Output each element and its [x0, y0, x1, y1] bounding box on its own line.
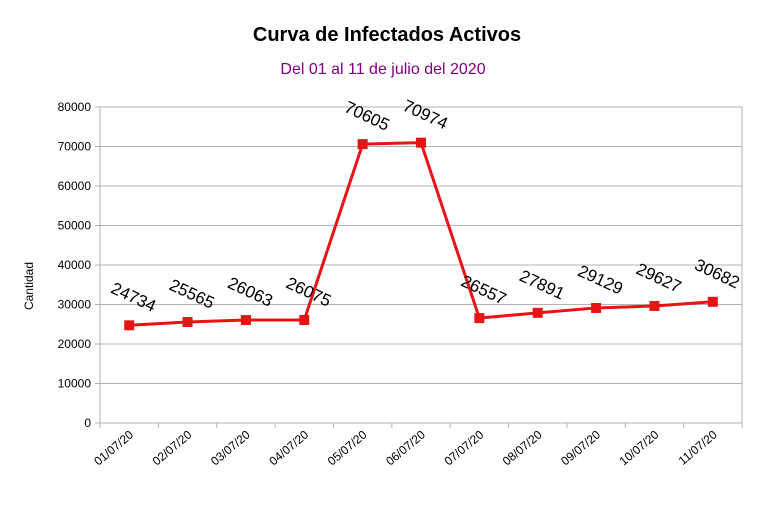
- data-label: 70974: [400, 96, 451, 133]
- data-label: 25565: [166, 275, 217, 312]
- y-tick-label: 70000: [58, 140, 92, 154]
- x-tick-label: 03/07/20: [208, 427, 253, 468]
- x-tick-label: 08/07/20: [500, 427, 545, 468]
- axes: [99, 107, 743, 428]
- data-point-marker: [707, 296, 718, 307]
- y-tick-label: 30000: [58, 298, 92, 312]
- data-label: 30682: [692, 255, 743, 292]
- x-tick-label: 04/07/20: [266, 427, 311, 468]
- data-point-marker: [124, 320, 135, 331]
- data-point-marker: [357, 139, 368, 150]
- series-line-path: [129, 141, 713, 327]
- x-tick-label: 07/07/20: [442, 427, 487, 468]
- data-label: 29129: [575, 261, 626, 298]
- y-tick-label: 50000: [58, 219, 92, 233]
- data-label: 24734: [108, 279, 159, 316]
- data-point-marker: [299, 315, 310, 326]
- x-tick-labels: 01/07/20 02/07/20 03/07/20 04/07/20 05/07/20…: [91, 427, 720, 468]
- data-point-marker: [182, 317, 193, 328]
- x-tick-label: 01/07/20: [91, 427, 136, 468]
- series-markers: [124, 137, 718, 331]
- y-tick-label: 20000: [58, 337, 92, 351]
- x-tick-label: 09/07/20: [558, 427, 603, 468]
- y-tick-label: 10000: [58, 377, 92, 391]
- data-point-marker: [416, 137, 426, 148]
- grid-lines: [95, 106, 742, 424]
- y-tick-label: 0: [84, 416, 91, 430]
- x-tick-label: 11/07/20: [676, 427, 720, 467]
- data-label: 26063: [225, 273, 276, 310]
- y-tick-label: 40000: [58, 258, 92, 272]
- data-point-marker: [474, 313, 485, 324]
- series-line: [129, 141, 713, 327]
- x-tick-label: 02/07/20: [150, 427, 195, 468]
- chart-title: Curva de Infectados Activos: [253, 24, 521, 46]
- y-tick-label: 60000: [58, 179, 92, 193]
- y-tick-labels: 0 10000 20000 30000 40000 50000 60000 70000 8000…: [58, 100, 92, 430]
- data-label: 27891: [517, 266, 568, 303]
- data-label: 26557: [458, 272, 509, 309]
- data-point-marker: [649, 300, 660, 311]
- data-label: 70605: [342, 98, 393, 135]
- chart-subtitle: Del 01 al 11 de julio del 2020: [280, 61, 485, 78]
- y-tick-label: 80000: [58, 100, 92, 114]
- data-point-marker: [532, 307, 543, 318]
- data-point-marker: [240, 315, 251, 326]
- x-tick-label: 05/07/20: [325, 427, 370, 468]
- data-point-marker: [591, 302, 602, 313]
- y-axis-label: Cantidad: [22, 262, 36, 310]
- x-tick-label: 10/07/20: [617, 427, 662, 468]
- x-tick-label: 06/07/20: [383, 427, 428, 468]
